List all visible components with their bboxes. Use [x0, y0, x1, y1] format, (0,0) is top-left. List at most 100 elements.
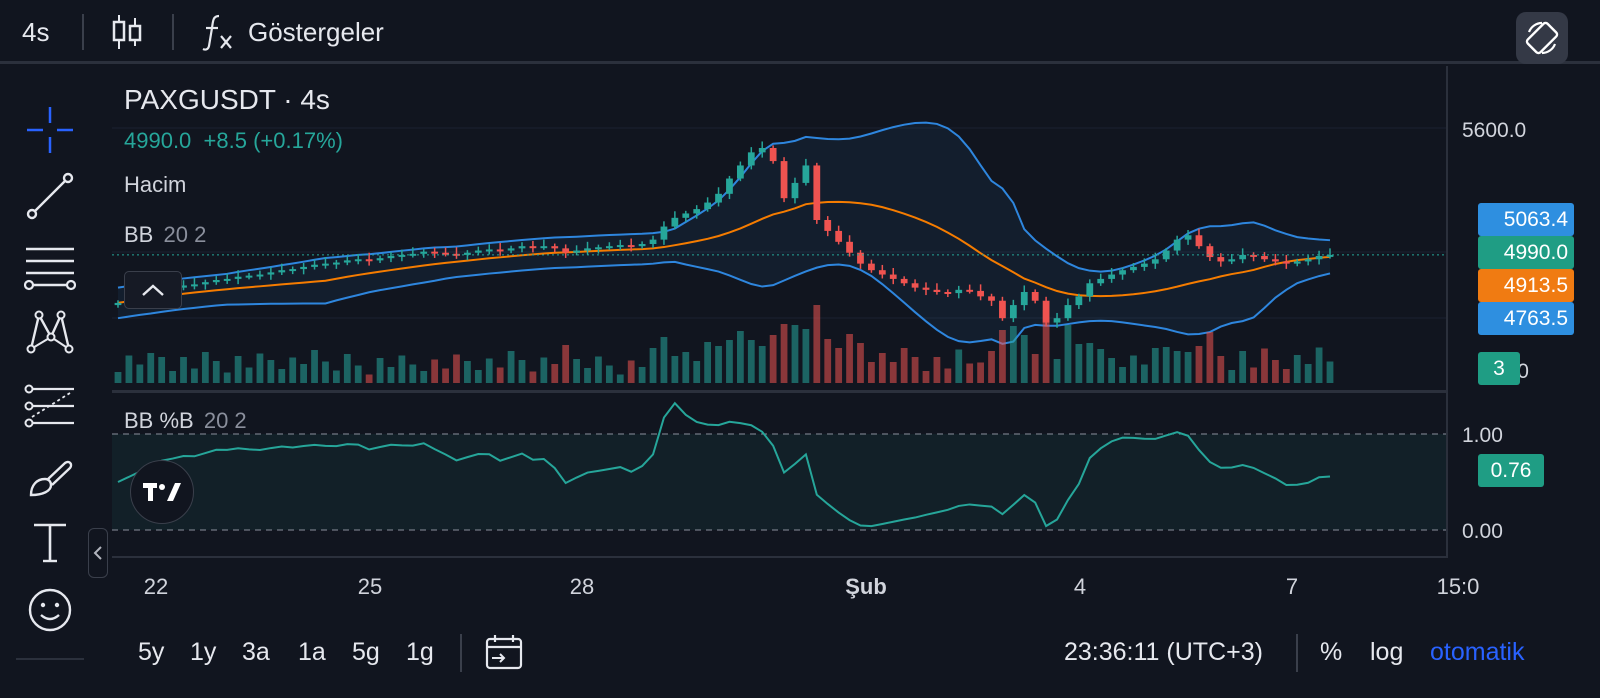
volume-legend[interactable]: Hacim [124, 172, 186, 198]
price-readout: 4990.0 +8.5 (+0.17%) [124, 128, 343, 154]
candle-body [530, 246, 537, 248]
candle-body [606, 246, 613, 248]
volume-bar [824, 339, 831, 383]
volume-bar [912, 357, 919, 383]
volume-bar [617, 375, 624, 384]
candle-body [420, 252, 427, 254]
volume-bar [901, 348, 908, 383]
volume-bar [1075, 344, 1082, 383]
timezone-clock[interactable]: 23:36:11 (UTC+3) [1064, 620, 1263, 684]
volume-bar [431, 360, 438, 384]
volume-bar [813, 305, 820, 383]
volume-bar [486, 359, 493, 384]
volume-bar [759, 346, 766, 383]
bb-legend[interactable]: BB 20 2 [124, 222, 206, 248]
percent-scale-button[interactable]: % [1320, 620, 1342, 684]
volume-bar [934, 357, 941, 383]
candle-body [333, 263, 340, 265]
range-5g[interactable]: 5g [352, 620, 380, 684]
candle-body [1130, 267, 1137, 270]
volume-bar [1316, 348, 1323, 384]
candle-body [617, 245, 624, 247]
volume-bar [322, 362, 329, 384]
candle-body [573, 251, 580, 253]
bottom-toolbar: 5y 1y 3a 1a 5g 1g 23:36:11 (UTC+3) % log… [0, 620, 1600, 684]
candle-body [1010, 305, 1017, 318]
volume-bar [355, 366, 362, 384]
volume-bar [1327, 362, 1334, 384]
volume-bar [1294, 355, 1301, 383]
candle-body [999, 301, 1006, 318]
volume-bar [1108, 358, 1115, 383]
auto-scale-button[interactable]: otomatik [1430, 620, 1524, 684]
volume-bar [562, 345, 569, 383]
candle-body [1108, 275, 1115, 279]
candle-body [1283, 261, 1290, 263]
goto-date-button[interactable] [484, 620, 524, 684]
volume-bar [1217, 356, 1224, 383]
candle-body [988, 296, 995, 300]
log-scale-button[interactable]: log [1370, 620, 1403, 684]
range-5y[interactable]: 5y [138, 620, 164, 684]
candle-body [890, 275, 897, 279]
expand-toolbar-button[interactable] [88, 528, 108, 578]
volume-bar [890, 362, 897, 383]
candle-body [650, 240, 657, 244]
chevron-left-icon [93, 545, 103, 561]
symbol-title: PAXGUSDT · 4s [124, 84, 330, 116]
tradingview-logo[interactable] [130, 460, 194, 524]
candle-body [235, 277, 242, 279]
collapse-legend-button[interactable] [124, 271, 182, 309]
pctb-band-fill [112, 434, 1446, 530]
candle-body [584, 248, 591, 250]
candle-body [388, 256, 395, 258]
candle-body [1316, 256, 1323, 259]
candle-body [715, 194, 722, 203]
volume-bar [792, 325, 799, 383]
candle-body [803, 165, 810, 182]
range-1g[interactable]: 1g [406, 620, 434, 684]
pctb-legend-params: 20 2 [204, 408, 247, 433]
candle-body [475, 251, 482, 253]
candle-body [267, 272, 274, 274]
volume-bar [737, 331, 744, 383]
pctb-legend[interactable]: BB %B 20 2 [124, 408, 247, 434]
volume-bar [955, 350, 962, 384]
candle-body [901, 279, 908, 283]
volume-bar [388, 367, 395, 383]
volume-bar [1130, 356, 1137, 384]
range-1y[interactable]: 1y [190, 620, 216, 684]
volume-bar [366, 375, 373, 384]
pctb-tick-lower: 0.00 [1462, 520, 1503, 544]
volume-bar [661, 337, 668, 383]
volume-bar [420, 371, 427, 383]
candle-body [1185, 235, 1192, 239]
date-label: 15:0 [1437, 574, 1480, 600]
pctb-legend-name: BB %B [124, 408, 194, 433]
candle-body [955, 290, 962, 293]
candle-body [595, 247, 602, 249]
volume-bar [682, 352, 689, 383]
volume-bar [1239, 351, 1246, 383]
volume-bar [573, 359, 580, 383]
candle-body [1152, 259, 1159, 263]
volume-bar [475, 370, 482, 383]
volume-bar [1043, 310, 1050, 383]
volume-bar [136, 365, 143, 384]
volume-bar [693, 361, 700, 383]
range-1a[interactable]: 1a [298, 620, 326, 684]
volume-bar [988, 351, 995, 383]
volume-bar [1272, 360, 1279, 383]
bottombar-divider [460, 634, 462, 672]
candle-body [508, 248, 515, 250]
volume-bar [1010, 326, 1017, 383]
volume-bar [464, 361, 471, 383]
candle-body [1065, 305, 1072, 318]
range-3a[interactable]: 3a [242, 620, 270, 684]
candle-body [399, 255, 406, 257]
volume-bar [508, 351, 515, 383]
calendar-icon [484, 632, 524, 672]
volume-bar [606, 366, 613, 384]
volume-bar [551, 364, 558, 383]
